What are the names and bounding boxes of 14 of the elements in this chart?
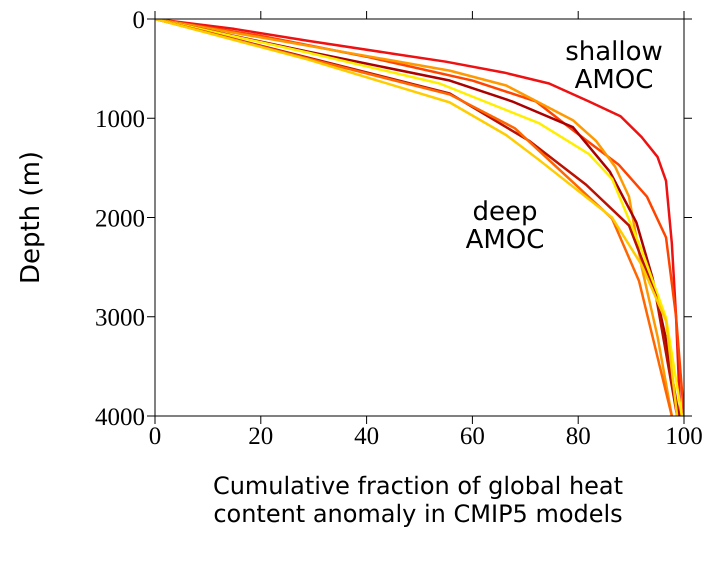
annotation: deep AMOC [466, 197, 544, 255]
x-tick-label: 80 [566, 422, 591, 450]
annotation: shallow AMOC [565, 37, 663, 95]
x-tick-label: 60 [460, 422, 485, 450]
x-tick-label: 20 [248, 422, 274, 450]
x-axis-title: Cumulative fraction of global heat content anomaly in CMIP5 models [212, 472, 624, 528]
y-tick-label: 1000 [95, 106, 145, 134]
y-tick-label: 0 [132, 6, 145, 34]
y-tick-label: 2000 [95, 205, 145, 232]
x-tick-label: 100 [665, 422, 703, 450]
y-tick-label: 3000 [95, 304, 145, 332]
y-tick-label: 4000 [95, 404, 145, 431]
x-tick-label: 40 [354, 422, 380, 450]
y-axis-title: Depth (m) [16, 150, 46, 284]
